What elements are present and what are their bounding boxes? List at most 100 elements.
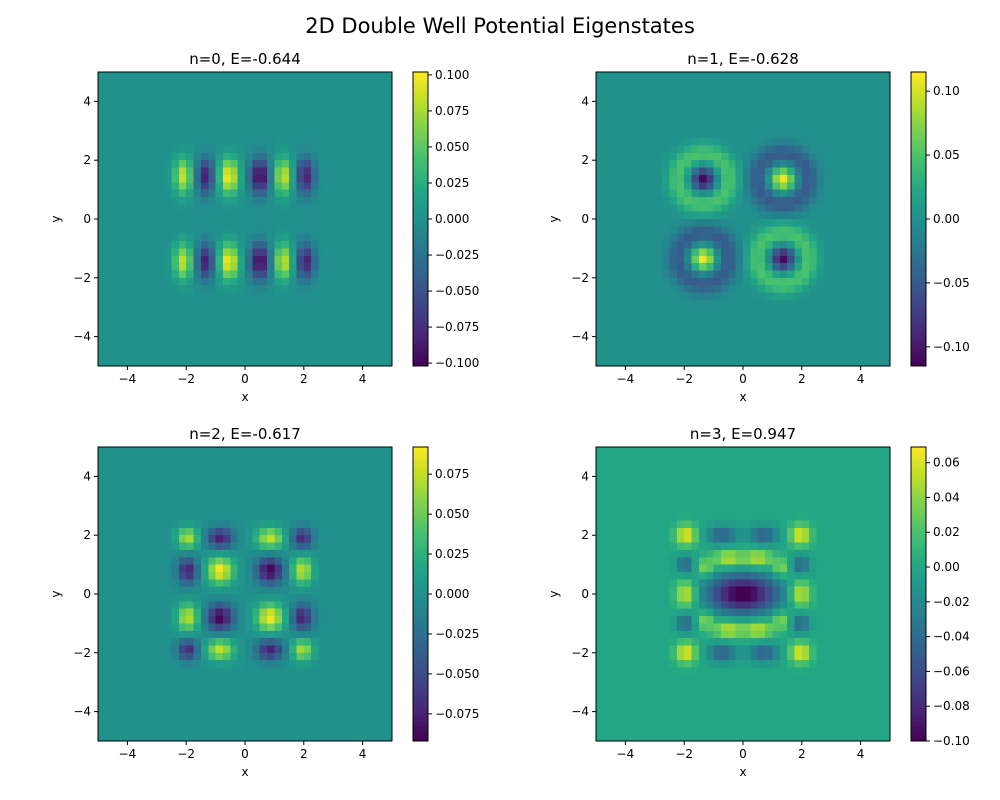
heatmap-cell	[831, 343, 839, 352]
heatmap-cell	[149, 689, 158, 698]
heatmap-cell	[252, 594, 261, 602]
colorbar-segment	[413, 329, 428, 334]
heatmap-cell	[112, 314, 121, 323]
heatmap-cell	[384, 72, 393, 80]
heatmap-cell	[698, 248, 707, 257]
colorbar-segment	[911, 277, 926, 282]
heatmap-cell	[134, 189, 143, 198]
heatmap-cell	[772, 299, 781, 308]
heatmap-cell	[252, 321, 261, 330]
heatmap-cell	[669, 86, 678, 95]
heatmap-cell	[787, 343, 795, 352]
heatmap-cell	[654, 160, 663, 168]
heatmap-cell	[369, 579, 378, 587]
colorbar	[413, 72, 428, 367]
heatmap-cell	[662, 211, 670, 220]
heatmap-cell	[156, 263, 165, 271]
heatmap-cell	[779, 160, 788, 168]
heatmap-cell	[208, 505, 216, 514]
y-tick-label: 0	[581, 212, 589, 226]
heatmap-cell	[171, 696, 180, 705]
heatmap-cell	[245, 726, 253, 734]
heatmap-cell	[728, 211, 736, 220]
heatmap-cell	[347, 248, 356, 257]
heatmap-cell	[112, 174, 121, 183]
heatmap-cell	[853, 130, 861, 139]
heatmap-cell	[281, 542, 290, 551]
heatmap-cell	[193, 233, 202, 242]
heatmap-cell	[193, 498, 202, 507]
heatmap-cell	[669, 145, 678, 154]
heatmap-cell	[193, 586, 202, 595]
heatmap-cell	[156, 549, 165, 558]
heatmap-cell	[362, 461, 371, 470]
heatmap-cell	[603, 292, 612, 301]
colorbar-segment	[413, 127, 428, 132]
heatmap-cell	[647, 123, 656, 132]
heatmap-cell	[134, 343, 143, 352]
heatmap-cell	[289, 138, 297, 146]
heatmap-cell	[369, 285, 378, 293]
heatmap-cell	[676, 351, 685, 359]
colorbar-segment	[413, 281, 428, 286]
heatmap-cell	[289, 483, 297, 492]
heatmap-cell	[340, 233, 349, 242]
heatmap-cell	[333, 549, 341, 558]
heatmap-cell	[706, 307, 714, 315]
heatmap-cell	[215, 123, 224, 132]
heatmap-cell	[640, 314, 648, 323]
heatmap-cell	[112, 469, 121, 477]
colorbar-segment	[413, 288, 428, 293]
heatmap-cell	[845, 336, 854, 345]
heatmap-cell	[112, 557, 121, 565]
colorbar-segment	[413, 277, 428, 282]
heatmap-cell	[142, 469, 150, 477]
heatmap-cell	[698, 343, 707, 352]
heatmap-cell	[669, 241, 678, 249]
heatmap-cell	[200, 682, 209, 690]
heatmap-cell	[369, 182, 378, 190]
colorbar-segment	[911, 314, 926, 319]
heatmap-cell	[318, 343, 327, 352]
heatmap-cell	[259, 711, 268, 720]
heatmap-cell	[318, 527, 327, 536]
heatmap-cell	[384, 263, 393, 271]
heatmap-cell	[347, 189, 356, 198]
heatmap-cell	[259, 299, 268, 308]
heatmap-cell	[318, 219, 327, 227]
heatmap-cell	[222, 638, 231, 646]
heatmap-cell	[787, 167, 795, 176]
heatmap-cell	[274, 498, 283, 507]
heatmap-cell	[735, 233, 744, 242]
heatmap-cell	[698, 336, 707, 345]
heatmap-cell	[259, 586, 268, 595]
heatmap-cell	[867, 299, 876, 308]
heatmap-cell	[853, 329, 861, 337]
heatmap-cell	[720, 292, 729, 301]
heatmap-cell	[618, 204, 626, 212]
heatmap-cell	[127, 549, 136, 558]
heatmap-cell	[98, 219, 106, 227]
heatmap-cell	[208, 116, 216, 124]
heatmap-cell	[274, 476, 283, 485]
heatmap-cell	[142, 241, 150, 249]
heatmap-cell	[274, 505, 283, 514]
heatmap-cell	[127, 204, 136, 212]
colorbar-segment	[413, 230, 428, 235]
heatmap-cell	[281, 505, 290, 514]
heatmap-cell	[149, 454, 158, 463]
heatmap-cell	[860, 358, 869, 367]
heatmap-cell	[618, 219, 626, 227]
heatmap-cell	[779, 138, 788, 146]
heatmap-cell	[362, 116, 371, 124]
heatmap-cell	[267, 248, 275, 257]
heatmap-cell	[347, 196, 356, 205]
heatmap-cell	[654, 196, 663, 205]
heatmap-cell	[252, 491, 261, 499]
colorbar-segment	[413, 211, 428, 216]
heatmap-cell	[156, 498, 165, 507]
heatmap-cell	[362, 586, 371, 595]
heatmap-cell	[200, 196, 209, 205]
heatmap-cell	[735, 270, 744, 279]
heatmap-cell	[222, 660, 231, 668]
